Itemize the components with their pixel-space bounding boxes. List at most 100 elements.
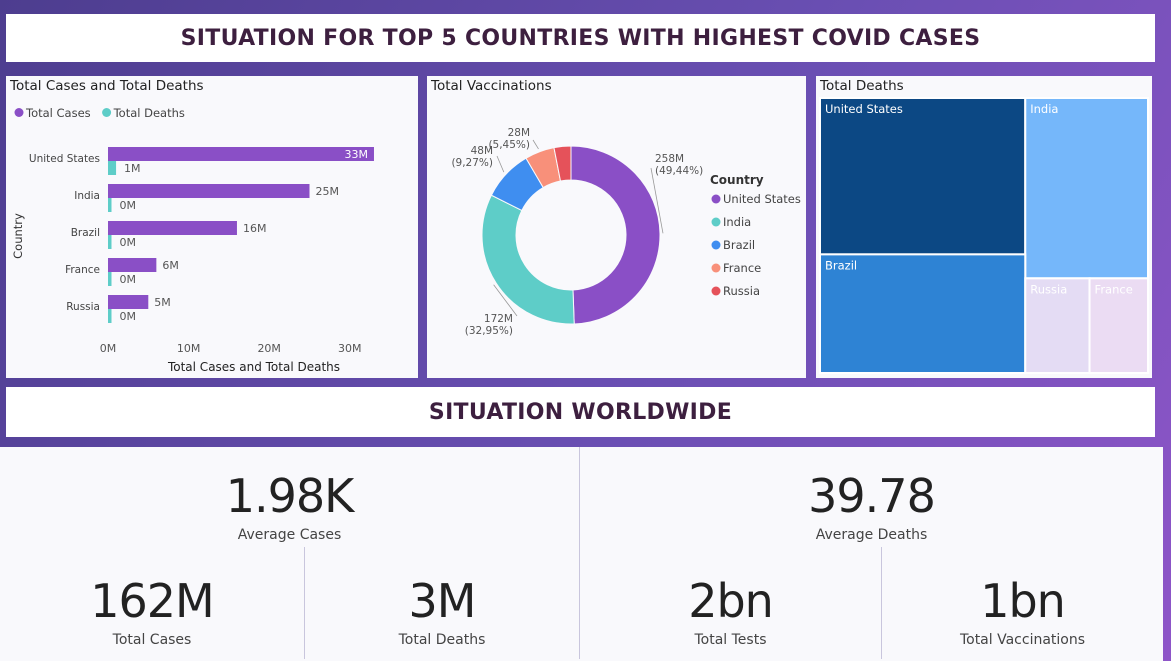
kpi-divider: [579, 547, 580, 659]
kpi-divider: [304, 547, 305, 659]
kpi-divider: [881, 547, 882, 659]
legend-label: Total Deaths: [113, 106, 185, 120]
donut-leader-line: [496, 155, 505, 173]
kpi-value: 2bn: [688, 574, 774, 628]
data-label-total-deaths: 0M: [120, 310, 137, 323]
category-label: United States: [29, 153, 100, 165]
bar-total-deaths: [108, 161, 117, 175]
donut-percent-label: (32,95%): [465, 325, 513, 337]
kpi-label: Total Vaccinations: [959, 632, 1086, 648]
donut-leader-line: [493, 284, 518, 317]
data-label-total-cases: 6M: [162, 259, 179, 272]
treemap-tile-label: Russia: [1030, 282, 1067, 296]
x-tick-label: 10M: [177, 342, 201, 355]
data-label-total-deaths: 0M: [120, 199, 137, 212]
y-axis-title: Country: [11, 213, 25, 259]
kpi-total-cases: 162M Total Cases: [0, 578, 304, 648]
bar-total-deaths: [108, 272, 112, 286]
donut-slice: [481, 194, 575, 325]
bar-total-deaths: [108, 309, 112, 323]
x-tick-label: 0M: [100, 342, 117, 355]
treemap-tile: [1024, 277, 1091, 374]
treemap-tile: [1024, 97, 1150, 280]
treemap-chart: United States India Brazil Russia France: [819, 97, 1150, 374]
bar-total-deaths: [108, 198, 112, 212]
legend-marker: [711, 217, 721, 227]
data-label-total-deaths: 1M: [124, 162, 141, 175]
kpi-value: 3M: [408, 574, 477, 628]
donut-slice: [570, 145, 661, 325]
donut-chart-title: Total Vaccinations: [431, 78, 552, 94]
donut-leader-line: [650, 167, 664, 234]
top-banner: SITUATION FOR TOP 5 COUNTRIES WITH HIGHE…: [6, 14, 1155, 62]
kpi-label: Average Cases: [237, 527, 342, 543]
treemap-tile: [1088, 277, 1149, 374]
treemap-title: Total Deaths: [820, 78, 904, 94]
legend-label: United States: [723, 192, 801, 206]
kpi-label: Total Tests: [694, 632, 767, 648]
bar-total-cases: [108, 147, 374, 161]
donut-value-label: 28M: [508, 127, 530, 139]
treemap-tile: [819, 253, 1027, 374]
category-label: Brazil: [71, 227, 100, 239]
data-label-total-cases: 5M: [154, 296, 171, 309]
worldwide-banner: SITUATION WORLDWIDE: [6, 387, 1155, 437]
category-label: India: [74, 190, 100, 202]
kpi-average-cases: 1.98K Average Cases: [0, 473, 579, 543]
legend-label: Brazil: [723, 238, 755, 252]
treemap-tile-label: France: [1095, 282, 1133, 296]
legend-label: Russia: [723, 284, 760, 298]
treemap-tile-label: Brazil: [825, 258, 857, 272]
page-title: SITUATION FOR TOP 5 COUNTRIES WITH HIGHE…: [180, 25, 981, 51]
category-label: Russia: [66, 301, 100, 313]
legend-marker: [14, 108, 24, 117]
kpi-total-deaths: 3M Total Deaths: [305, 578, 579, 648]
kpi-value: 1.98K: [225, 469, 355, 523]
legend-marker: [711, 263, 721, 273]
donut-percent-label: (49,44%): [655, 165, 703, 177]
x-tick-label: 30M: [338, 342, 362, 355]
data-label-total-cases: 33M: [344, 148, 368, 161]
legend-title: Country: [710, 173, 764, 187]
kpi-average-deaths: 39.78 Average Deaths: [580, 473, 1163, 543]
bar-chart-title: Total Cases and Total Deaths: [10, 78, 204, 94]
kpi-value: 39.78: [808, 469, 936, 523]
legend-label: India: [723, 215, 751, 229]
bar-chart-panel: Total Cases and Total Deaths Total Cases…: [6, 76, 418, 378]
bar-total-cases: [108, 295, 149, 309]
data-label-total-deaths: 0M: [120, 273, 137, 286]
legend-marker: [711, 194, 721, 204]
kpi-label: Total Cases: [112, 632, 192, 648]
treemap-tile: [819, 97, 1027, 256]
legend-marker: [711, 240, 721, 250]
donut-chart-panel: Total Vaccinations 258M (49,44%) 172M (32,9…: [427, 76, 806, 378]
kpi-label: Total Deaths: [398, 632, 486, 648]
donut-value-label: 258M: [655, 153, 684, 165]
donut-chart: 258M(49,44%) 172M(32,95%) 48M(9,27%) 28M(5,…: [451, 127, 801, 337]
donut-leader-line: [532, 139, 539, 150]
legend-label: Total Cases: [25, 106, 91, 120]
kpi-total-tests: 2bn Total Tests: [580, 578, 881, 648]
donut-percent-label: (9,27%): [451, 157, 493, 169]
kpi-divider: [579, 447, 580, 547]
kpi-area: 1.98K Average Cases 39.78 Average Deaths…: [0, 447, 1163, 661]
treemap-panel: Total Deaths United States India Brazil Rus…: [816, 76, 1152, 378]
worldwide-title: SITUATION WORLDWIDE: [428, 399, 733, 425]
bar-total-cases: [108, 258, 157, 272]
legend-marker: [711, 286, 721, 296]
kpi-label: Average Deaths: [815, 527, 928, 543]
data-label-total-cases: 25M: [316, 185, 340, 198]
treemap-tile-label: United States: [825, 102, 903, 116]
x-axis-title: Total Cases and Total Deaths: [167, 360, 340, 374]
donut-value-label: 48M: [471, 145, 493, 157]
bar-total-cases: [108, 221, 237, 235]
bar-total-cases: [108, 184, 310, 198]
bar-total-deaths: [108, 235, 112, 249]
category-label: France: [65, 264, 100, 276]
data-label-total-cases: 16M: [243, 222, 267, 235]
legend-label: France: [723, 261, 761, 275]
donut-percent-label: (5,45%): [488, 139, 530, 151]
kpi-total-vaccinations: 1bn Total Vaccinations: [882, 578, 1163, 648]
x-tick-label: 20M: [257, 342, 281, 355]
donut-value-label: 172M: [484, 313, 513, 325]
